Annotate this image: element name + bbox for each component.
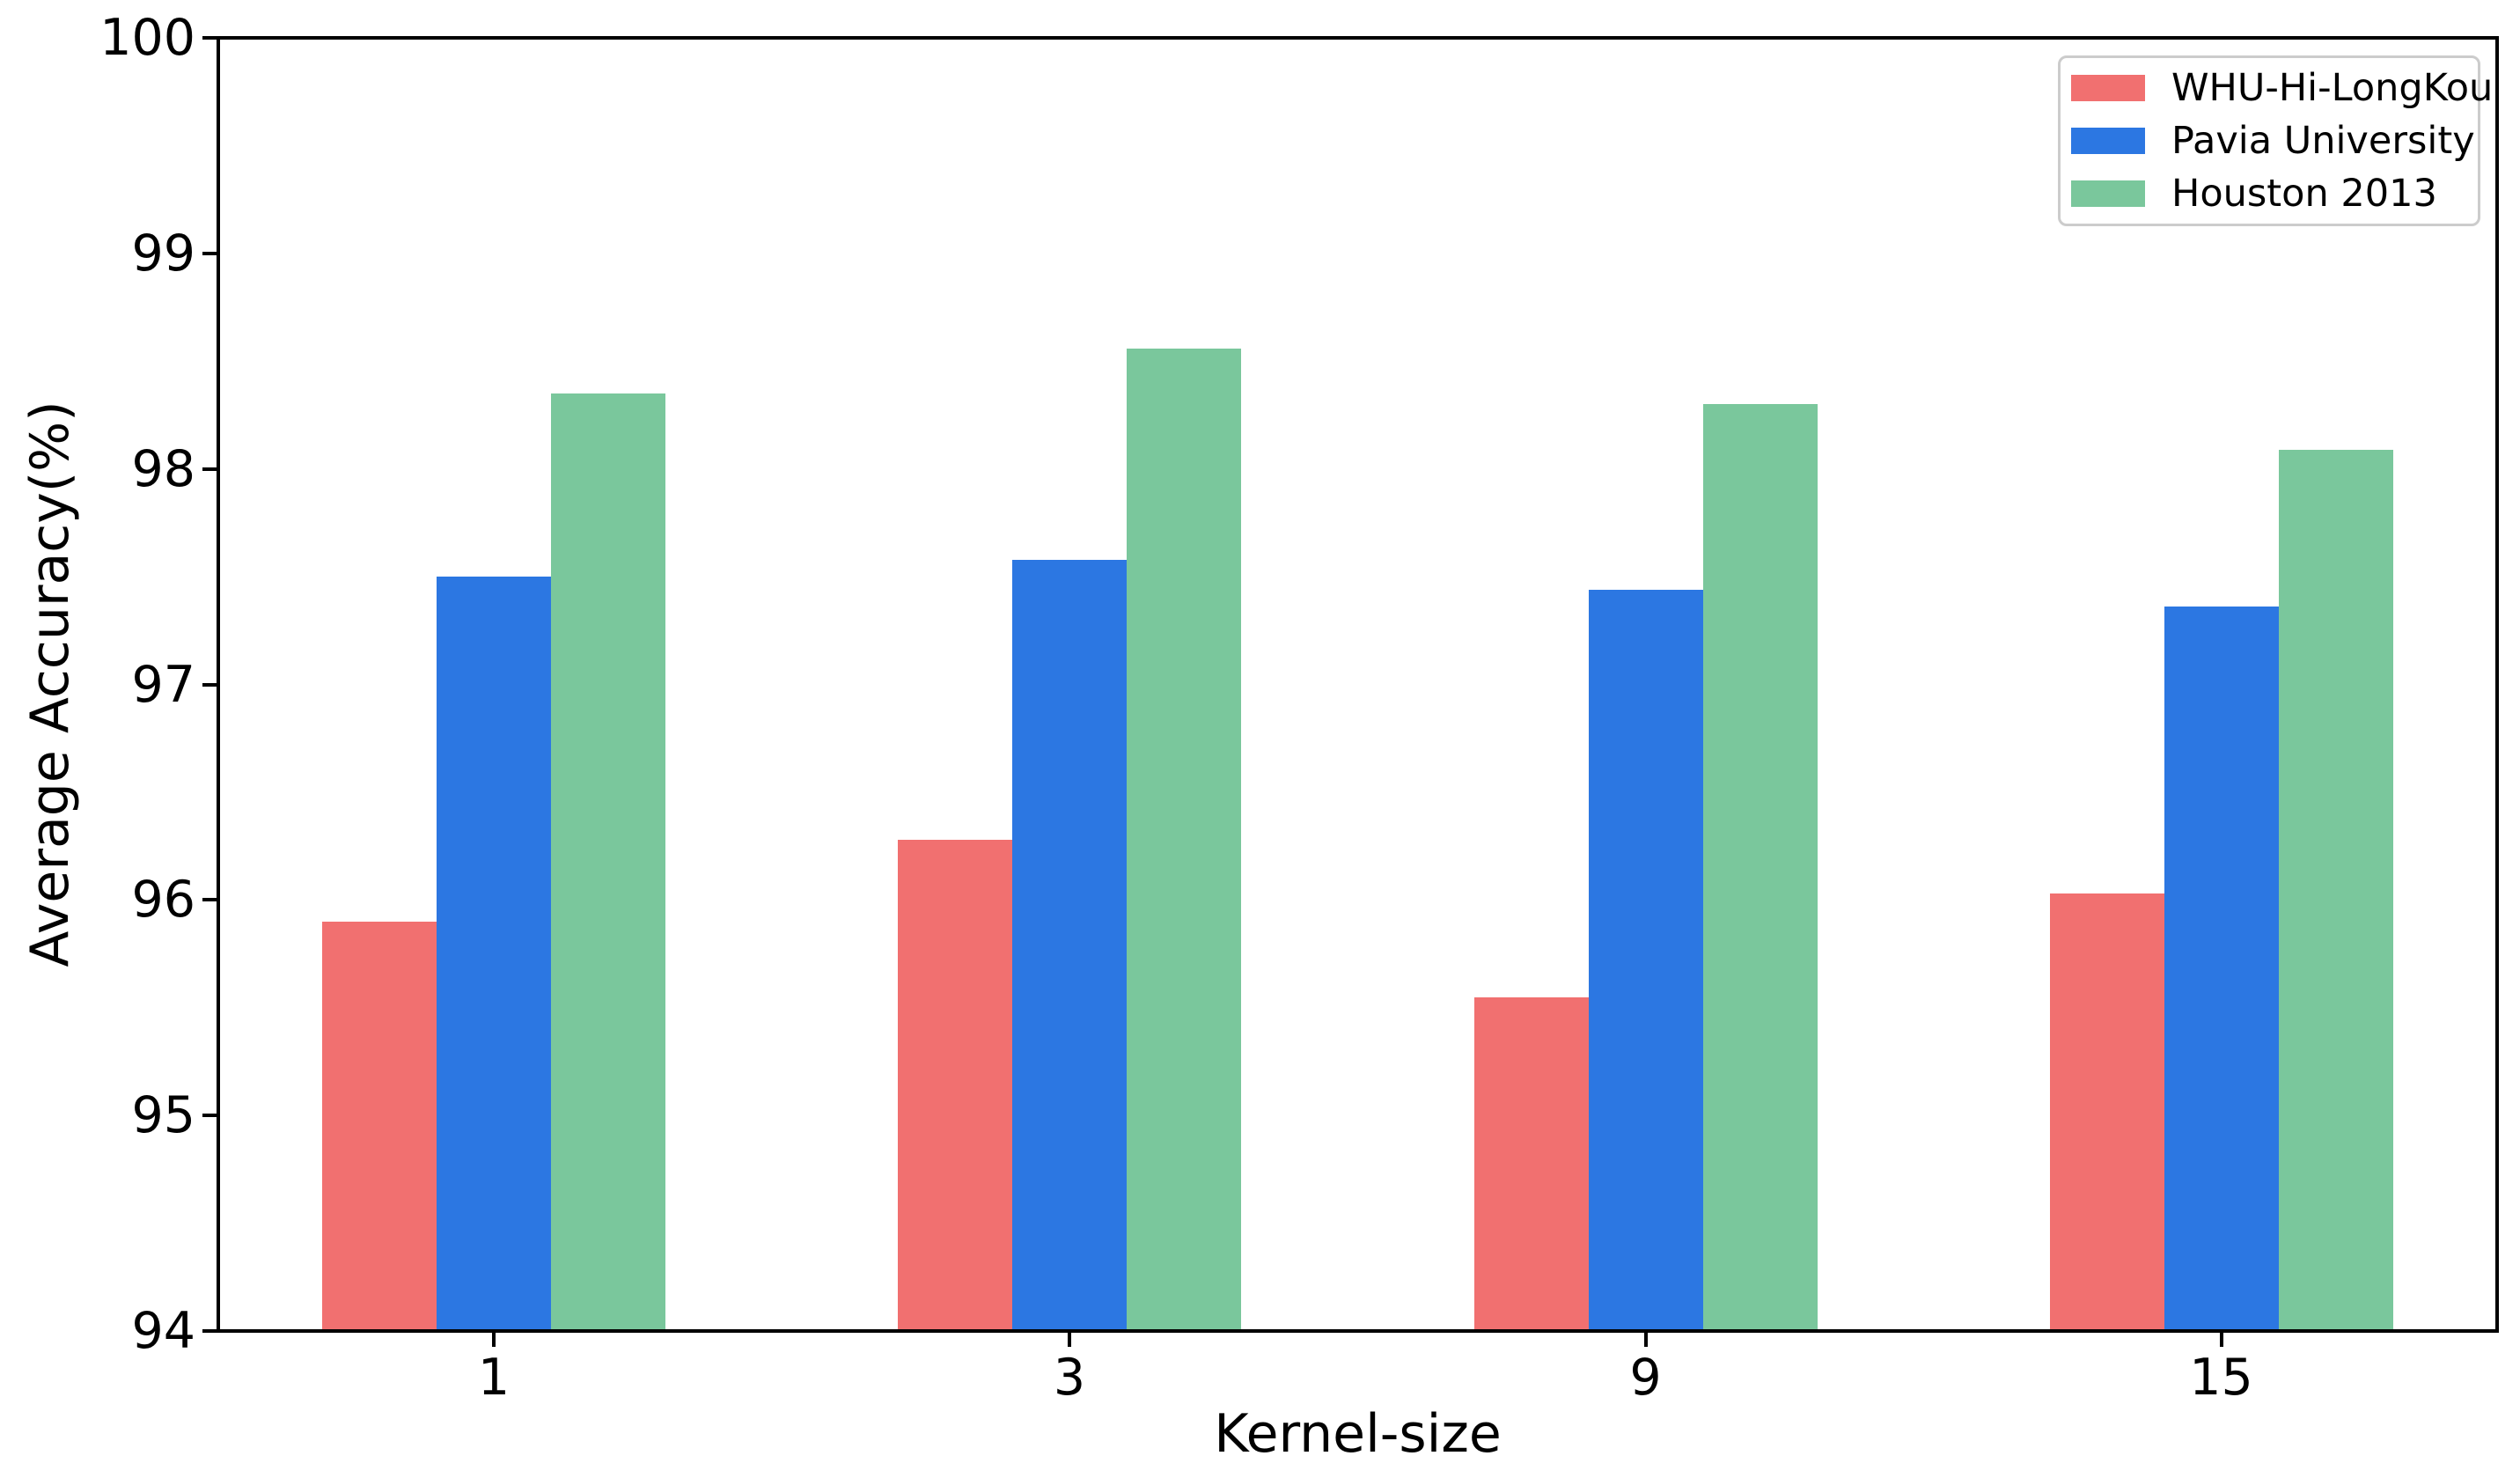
y-tick-label-96: 96 — [131, 871, 195, 930]
bar-whu-hi-longkou-kernel-1 — [322, 921, 437, 1331]
y-tick-label-94: 94 — [131, 1302, 195, 1360]
x-axis-title: Kernel-size — [1214, 1403, 1502, 1465]
y-tick-94 — [202, 1329, 217, 1333]
legend-swatch-icon — [2071, 75, 2145, 101]
legend-label: Pavia University — [2171, 119, 2475, 163]
y-tick-99 — [202, 251, 217, 255]
y-tick-97 — [202, 682, 217, 687]
bar-houston-2013-kernel-15 — [2278, 449, 2393, 1331]
bar-pavia-university-kernel-9 — [1588, 589, 1703, 1331]
bar-pavia-university-kernel-15 — [2164, 607, 2279, 1331]
bar-houston-2013-kernel-1 — [551, 393, 665, 1331]
x-tick-1 — [492, 1333, 496, 1347]
y-tick-100 — [202, 36, 217, 40]
legend: WHU-Hi-LongKou Pavia University Houston 20… — [2058, 55, 2493, 226]
legend-entry-whu-hi-longkou: WHU-Hi-LongKou — [2071, 67, 2493, 109]
legend-swatch-icon — [2071, 128, 2145, 154]
bar-pavia-university-kernel-3 — [1012, 559, 1127, 1331]
x-tick-label-15: 15 — [2189, 1349, 2253, 1407]
y-tick-label-95: 95 — [131, 1086, 195, 1145]
legend-label: WHU-Hi-LongKou — [2171, 66, 2494, 110]
legend-entry-pavia-university: Pavia University — [2071, 120, 2475, 162]
bar-whu-hi-longkou-kernel-3 — [898, 839, 1012, 1331]
legend-entry-houston-2013: Houston 2013 — [2071, 173, 2469, 215]
y-axis-line — [217, 36, 220, 1333]
y-tick-label-100: 100 — [99, 9, 195, 67]
y-tick-label-98: 98 — [131, 439, 195, 498]
right-spine — [2495, 36, 2499, 1333]
x-tick-label-1: 1 — [477, 1349, 511, 1407]
bar-whu-hi-longkou-kernel-9 — [1473, 996, 1589, 1331]
bar-pavia-university-kernel-1 — [437, 577, 551, 1331]
x-tick-15 — [2219, 1333, 2223, 1347]
x-tick-9 — [1643, 1333, 1648, 1347]
legend-label: Houston 2013 — [2171, 172, 2437, 216]
y-tick-95 — [202, 1114, 217, 1118]
x-tick-3 — [1068, 1333, 1071, 1347]
y-tick-label-97: 97 — [131, 655, 195, 714]
x-tick-label-3: 3 — [1053, 1349, 1086, 1407]
plot-area — [218, 38, 2497, 1331]
y-tick-label-99: 99 — [131, 224, 195, 283]
legend-swatch-icon — [2071, 180, 2145, 207]
y-tick-96 — [202, 898, 217, 902]
bar-houston-2013-kernel-3 — [1127, 348, 1241, 1331]
bar-whu-hi-longkou-kernel-15 — [2049, 893, 2164, 1331]
y-tick-98 — [202, 467, 217, 471]
top-spine — [217, 36, 2499, 40]
x-axis-line — [217, 1329, 2499, 1333]
x-tick-label-9: 9 — [1629, 1349, 1662, 1407]
bar-houston-2013-kernel-9 — [1702, 404, 1818, 1331]
